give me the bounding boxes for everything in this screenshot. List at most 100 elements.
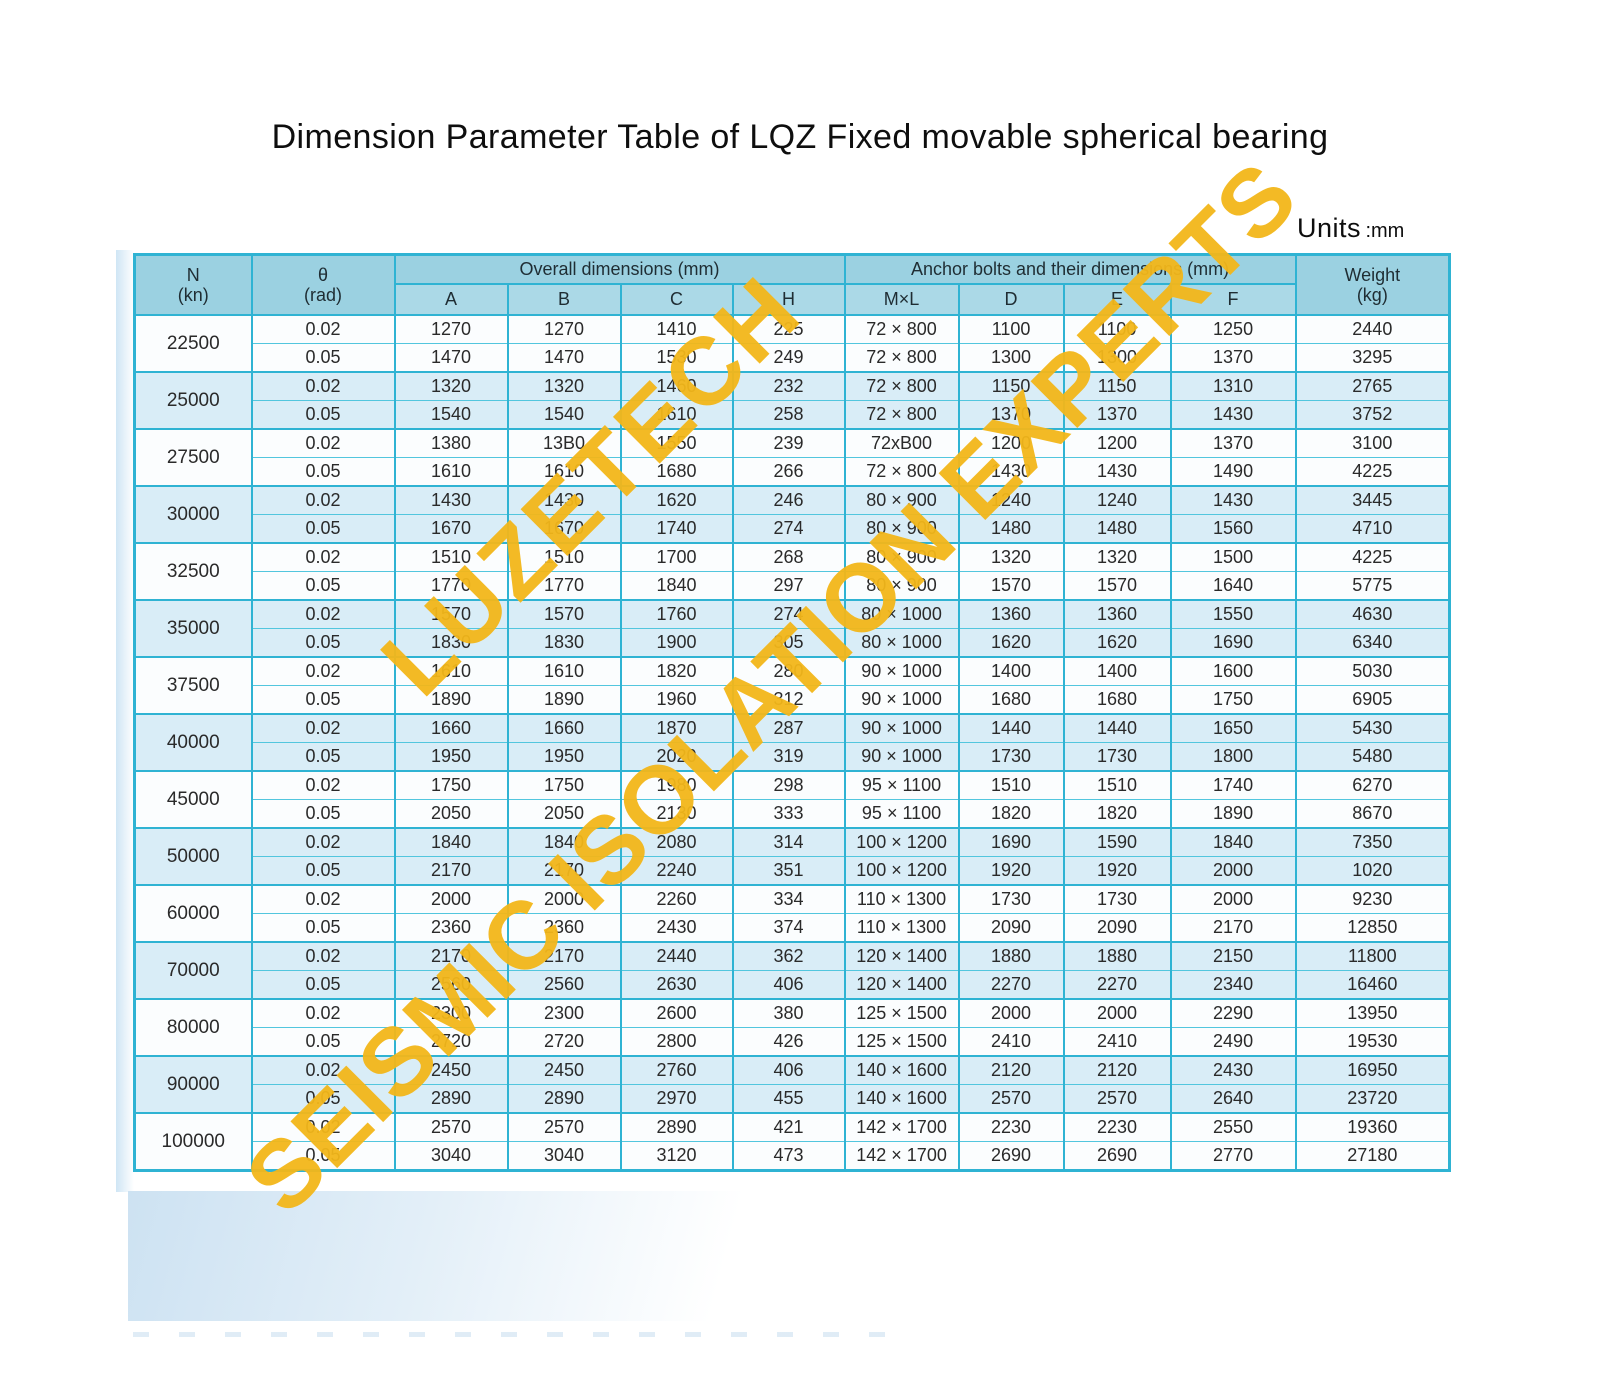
table-row: 0.05 2050 2050 2130 333 95 × 1100 1820 1820 1890…	[135, 799, 1451, 829]
bolt-mxl-cell: 72 × 800	[843, 400, 960, 430]
header-overall-dimensions: Overall dimensions (mm)	[393, 253, 846, 285]
load-rating-cell: 50000	[133, 827, 253, 886]
dim-a-cell: 3040	[393, 1141, 509, 1172]
table-row: 45000 0.02 1750 1750 1980 298 95 × 1100 1510 151…	[133, 770, 1451, 829]
table-row: 0.05 1950 1950 2020 319 90 × 1000 1730 1730 1800…	[135, 742, 1451, 772]
dim-b-cell: 1510	[506, 542, 622, 572]
bolt-f-cell: 1430	[1169, 400, 1297, 430]
bolt-d-cell: 1100	[957, 314, 1065, 344]
dim-a-cell: 1840	[393, 827, 509, 857]
theta-cell: 0.02	[250, 656, 396, 686]
dim-c-cell: 3120	[619, 1141, 734, 1172]
dim-b-cell: 1770	[506, 571, 622, 601]
bolt-e-cell: 2000	[1062, 998, 1172, 1028]
theta-cell: 0.05	[250, 514, 396, 544]
table-row: 80000 0.02 2300 2300 2600 380 125 × 1500 2000 20…	[133, 998, 1451, 1057]
weight-cell: 4225	[1294, 457, 1451, 487]
bolt-f-cell: 1750	[1169, 685, 1297, 715]
theta-cell: 0.02	[250, 941, 396, 971]
bolt-d-cell: 1920	[957, 856, 1065, 886]
bolt-mxl-cell: 80 × 900	[843, 485, 960, 515]
table-row: 0.05 2720 2720 2800 426 125 × 1500 2410 2410 249…	[135, 1027, 1451, 1057]
bolt-e-cell: 1480	[1062, 514, 1172, 544]
dim-b-cell: 2570	[506, 1112, 622, 1142]
theta-cell: 0.02	[250, 542, 396, 572]
table-row: 0.05 1670 1670 1740 274 80 × 900 1480 1480 1560 4…	[135, 514, 1451, 544]
weight-cell: 19530	[1294, 1027, 1451, 1057]
bolt-f-cell: 2000	[1169, 856, 1297, 886]
dimension-parameter-table: N (kn) θ (rad) Overall dimensions (mm) A…	[133, 253, 1452, 1172]
bolt-e-cell: 1510	[1062, 770, 1172, 800]
weight-cell: 8670	[1294, 799, 1451, 829]
bolt-mxl-cell: 80 × 900	[843, 571, 960, 601]
header-theta-unit: (rad)	[303, 285, 342, 305]
dim-a-cell: 1380	[393, 428, 509, 458]
weight-cell: 3295	[1294, 343, 1451, 373]
dim-c-cell: 1530	[619, 343, 734, 373]
dim-c-cell: 1980	[619, 770, 734, 800]
dim-c-cell: 1960	[619, 685, 734, 715]
bolt-f-cell: 1370	[1169, 343, 1297, 373]
bolt-mxl-cell: 125 × 1500	[843, 1027, 960, 1057]
subheader-b: B	[506, 283, 622, 316]
bolt-mxl-cell: 80 × 1000	[843, 628, 960, 658]
dim-b-cell: 1840	[506, 827, 622, 857]
bolt-mxl-cell: 142 × 1700	[843, 1112, 960, 1142]
bolt-f-cell: 1800	[1169, 742, 1297, 772]
header-theta-symbol: θ	[317, 265, 328, 285]
dim-c-cell: 2130	[619, 799, 734, 829]
weight-cell: 16950	[1294, 1055, 1451, 1085]
dim-c-cell: 1700	[619, 542, 734, 572]
dim-c-cell: 2430	[619, 913, 734, 943]
dim-c-cell: 1740	[619, 514, 734, 544]
bolt-e-cell: 1150	[1062, 371, 1172, 401]
bolt-e-cell: 2570	[1062, 1084, 1172, 1114]
table-row: 90000 0.02 2450 2450 2760 406 140 × 1600 2120 21…	[133, 1055, 1451, 1114]
load-rating-cell: 37500	[133, 656, 253, 715]
dim-b-cell: 2560	[506, 970, 622, 1000]
header-weight-unit: (kg)	[1356, 285, 1388, 305]
dim-b-cell: 1610	[506, 457, 622, 487]
dim-b-cell: 1540	[506, 400, 622, 430]
load-rating-cell: 32500	[133, 542, 253, 601]
bolt-f-cell: 1560	[1169, 514, 1297, 544]
dim-b-cell: 1270	[506, 314, 622, 344]
dim-b-cell: 2170	[506, 941, 622, 971]
bolt-f-cell: 2770	[1169, 1141, 1297, 1172]
dim-b-cell: 1430	[506, 485, 622, 515]
dim-a-cell: 1770	[393, 571, 509, 601]
load-rating-cell: 60000	[133, 884, 253, 943]
dim-h-cell: 333	[731, 799, 846, 829]
weight-cell: 11800	[1294, 941, 1451, 971]
weight-cell: 19360	[1294, 1112, 1451, 1142]
weight-cell: 1020	[1294, 856, 1451, 886]
bolt-d-cell: 2090	[957, 913, 1065, 943]
theta-cell: 0.05	[250, 799, 396, 829]
bolt-mxl-cell: 120 × 1400	[843, 970, 960, 1000]
dim-c-cell: 2760	[619, 1055, 734, 1085]
dim-h-cell: 298	[731, 770, 846, 800]
dim-h-cell: 351	[731, 856, 846, 886]
dim-h-cell: 287	[731, 713, 846, 743]
bolt-f-cell: 1430	[1169, 485, 1297, 515]
bolt-e-cell: 1730	[1062, 742, 1172, 772]
table-body: 22500 0.02 1270 1270 1410 225 72 × 800 1100 1100…	[133, 314, 1451, 1172]
bolt-e-cell: 1430	[1062, 457, 1172, 487]
weight-cell: 4630	[1294, 599, 1451, 629]
weight-cell: 5775	[1294, 571, 1451, 601]
theta-cell: 0.05	[250, 400, 396, 430]
bolt-f-cell: 1250	[1169, 314, 1297, 344]
dim-c-cell: 1460	[619, 371, 734, 401]
bolt-mxl-cell: 80 × 900	[843, 542, 960, 572]
header-weight: Weight (kg)	[1294, 253, 1451, 316]
dim-c-cell: 2970	[619, 1084, 734, 1114]
bolt-mxl-cell: 100 × 1200	[843, 827, 960, 857]
bolt-f-cell: 1690	[1169, 628, 1297, 658]
table-row: 0.05 1470 1470 1530 249 72 × 800 1300 1300 1370 3…	[135, 343, 1451, 373]
table-row: 0.05 2360 2360 2430 374 110 × 1300 2090 2090 217…	[135, 913, 1451, 943]
header-load-rating-symbol: N	[186, 265, 200, 285]
dim-a-cell: 1270	[393, 314, 509, 344]
dim-a-cell: 2450	[393, 1055, 509, 1085]
subheader-mxl: M×L	[843, 283, 960, 316]
bolt-d-cell: 1620	[957, 628, 1065, 658]
